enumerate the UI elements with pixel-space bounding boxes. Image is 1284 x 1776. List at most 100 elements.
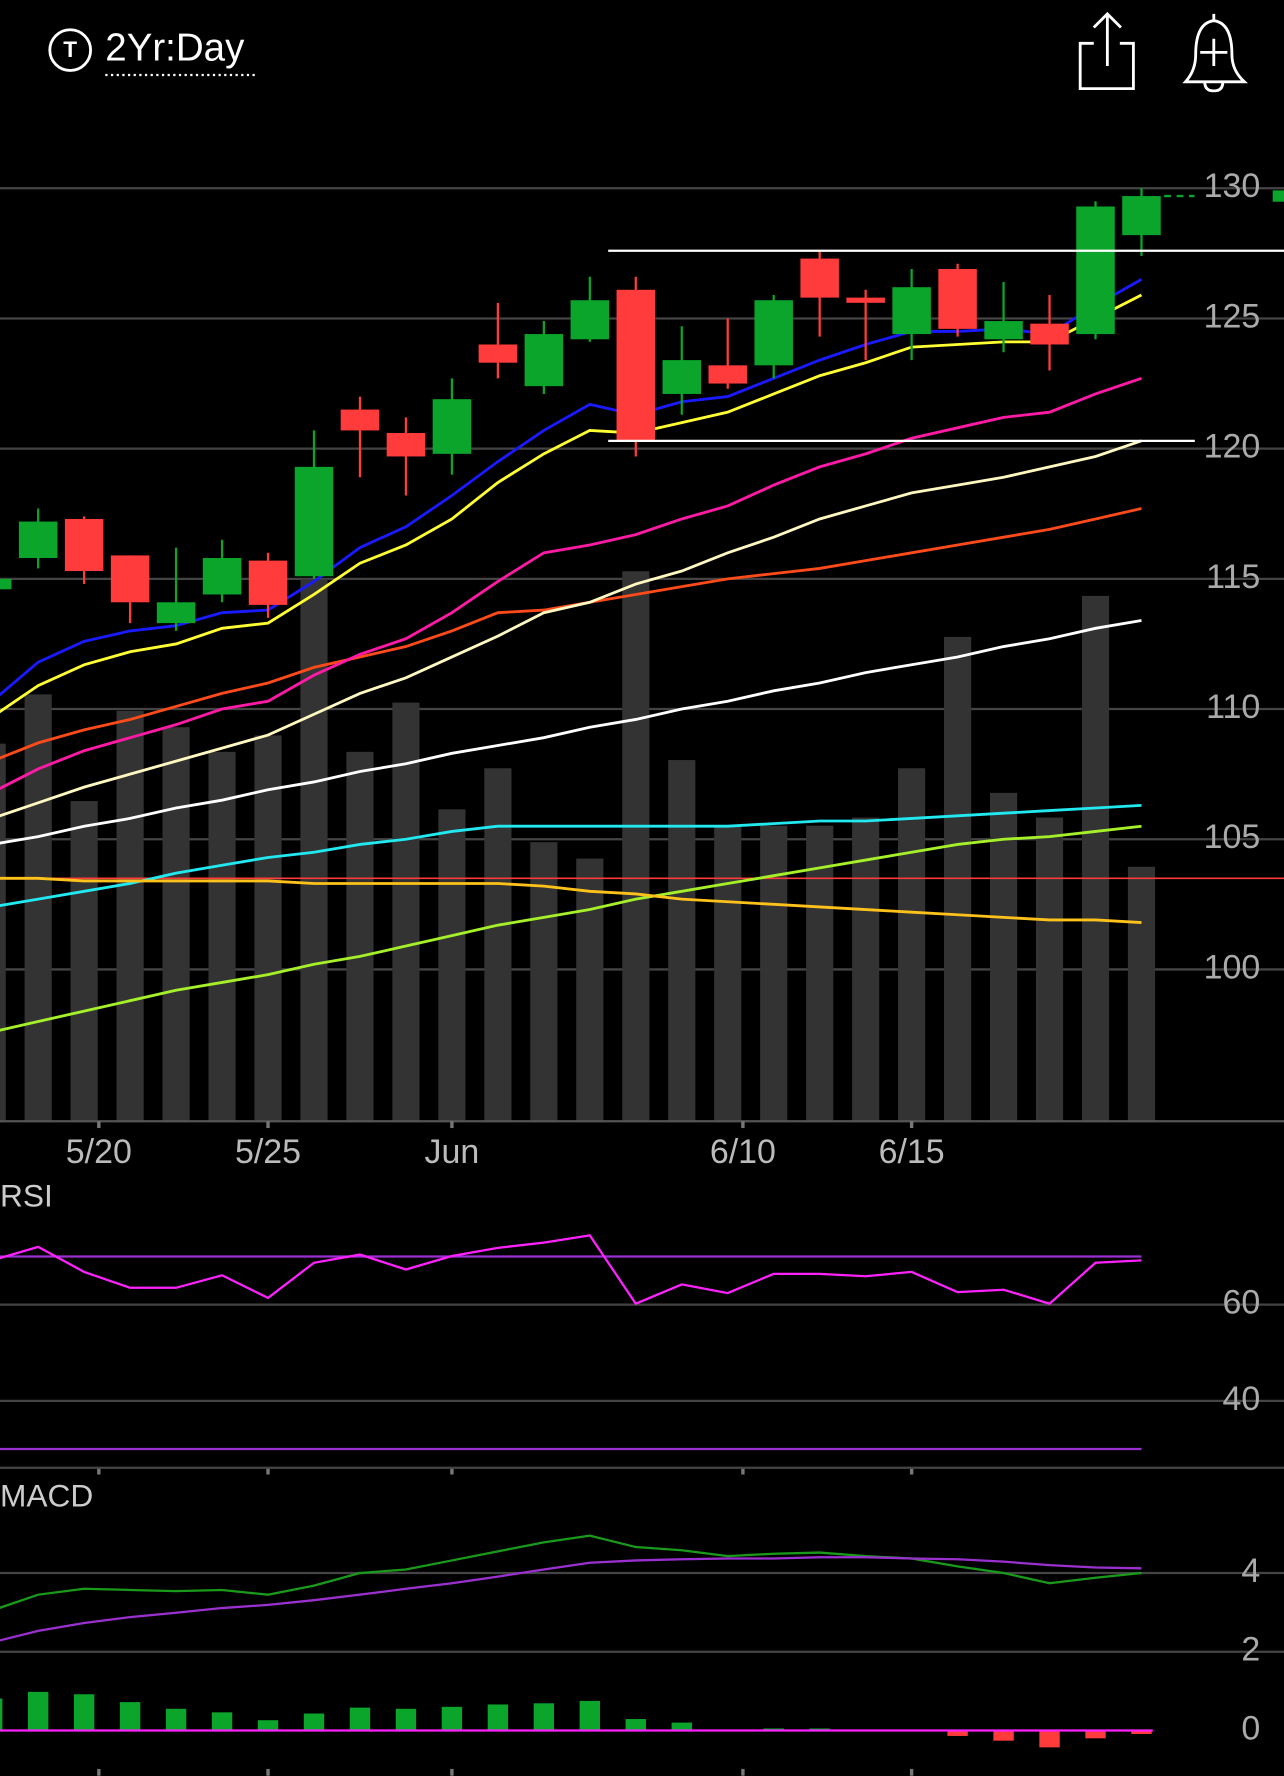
volume-bar [898,768,926,1122]
volume-bar [254,735,282,1122]
candle-body [938,268,977,329]
candle-body [1030,323,1069,345]
candle-body [478,344,518,363]
candle-body [800,258,839,298]
range-title: 2Yr:Day [105,26,245,69]
volume-bar [1035,817,1064,1122]
x-tick-label: 6/15 [879,1133,945,1171]
histogram-bar [257,1720,279,1731]
histogram-bar [211,1712,233,1731]
y-tick-label: 60 [1222,1284,1260,1322]
candle-body [156,602,196,624]
moving-average [0,619,1142,845]
histogram-bar [303,1713,325,1731]
histogram-bar [487,1704,509,1731]
bell [1182,19,1249,84]
moving-average [0,293,1143,714]
moving-average [0,278,1143,697]
last-price-marker [1272,190,1284,202]
volume-bar [806,825,834,1122]
candle-body [0,578,12,590]
range-icon [48,28,92,72]
histogram-bar [119,1702,141,1731]
y-tick-label: 100 [1204,948,1261,986]
candle-body [432,399,472,454]
candle-body [524,334,564,387]
candle-body [1122,196,1161,236]
volume-bar [576,858,604,1122]
share-box [1078,41,1135,91]
volume-bar [346,751,374,1122]
histogram-bar [349,1707,371,1731]
y-tick-label: 130 [1204,167,1261,205]
candle-body [248,560,288,605]
volume-bar [622,571,650,1122]
histogram-bar [441,1706,463,1731]
histogram-bar [1039,1730,1060,1748]
histogram-bar [579,1700,601,1731]
candle-body [892,287,931,335]
histogram-bar [1131,1730,1152,1734]
volume-bar [1127,866,1156,1122]
candle-body [570,300,610,340]
alert-button[interactable] [1182,13,1249,93]
indicator-line [0,1534,1142,1609]
volume-bar [989,792,1018,1122]
histogram-bar [73,1694,95,1731]
moving-average [0,803,1142,908]
histogram-bar [947,1730,968,1736]
volume-bar [852,817,880,1122]
histogram-bar [993,1730,1014,1741]
x-tick-label: 5/20 [66,1133,132,1171]
volume-bar [714,825,742,1122]
moving-average [0,376,1142,790]
range-icon-label: T [63,37,77,62]
histogram-bar [27,1691,49,1731]
volume-bar [162,727,190,1122]
indicator-line [0,1556,1142,1642]
moving-average [0,824,1142,1032]
panel-title: RSI [0,1178,53,1214]
candle-body [64,518,104,572]
candle-body [1076,206,1115,335]
histogram-bar [625,1719,646,1731]
histogram-bar [395,1708,417,1731]
x-tick-label: 6/10 [710,1133,776,1171]
bell-clapper [1203,13,1225,93]
volume-bar [668,760,696,1122]
y-tick-label: 115 [1206,558,1260,596]
x-tick-label: Jun [425,1133,480,1171]
x-tick-label: 5/25 [235,1133,301,1171]
volume-bar [438,809,466,1122]
y-tick-label: 0 [1241,1709,1260,1747]
volume-bar [484,768,512,1122]
moving-average [0,876,1142,924]
volume-bar [392,702,420,1122]
candle-body [984,321,1023,340]
candle-body [708,365,747,384]
candle-body [386,433,426,457]
candle-body [662,360,702,394]
histogram-bar [671,1722,692,1731]
panel-title: MACD [0,1478,93,1514]
y-tick-label: 120 [1204,428,1261,466]
histogram-bar [165,1708,187,1731]
y-tick-label: 40 [1222,1380,1260,1418]
bell-plus [1200,38,1228,66]
volume-bar [70,801,98,1122]
candle-body [110,555,150,603]
y-tick-label: 105 [1204,818,1261,856]
share-button[interactable] [1078,11,1135,91]
histogram-bar [533,1703,555,1731]
volume-bar [530,842,558,1122]
y-tick-label: 125 [1204,297,1261,335]
volume-bar [116,710,144,1122]
share-arrow [1092,11,1122,66]
y-tick-label: 2 [1241,1631,1260,1669]
candle-body [616,289,656,441]
range-selector[interactable]: T 2Yr:Day [48,26,256,77]
candle-body [294,466,334,577]
